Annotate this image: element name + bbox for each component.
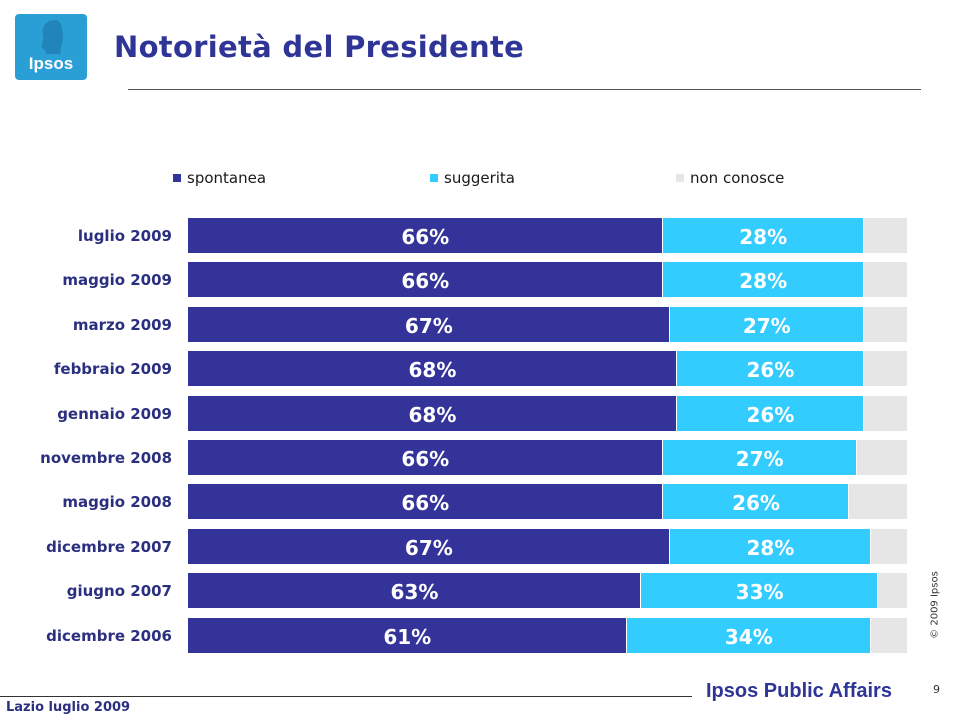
data-label-suggerita: 28% <box>746 535 795 560</box>
data-label-spontanea: 67% <box>404 313 453 338</box>
legend-label-suggerita: suggerita <box>444 169 516 187</box>
bar-segment-non-conosce <box>863 351 907 387</box>
bar-segment-suggerita <box>676 395 863 431</box>
bar-segment-non-conosce <box>849 484 907 520</box>
category-label: gennaio 2009 <box>57 404 172 423</box>
bar-segment-spontanea <box>188 351 676 387</box>
data-label-spontanea: 68% <box>408 358 457 383</box>
category-label: novembre 2008 <box>40 449 172 467</box>
data-label-spontanea: 66% <box>401 447 450 471</box>
bar-segment-suggerita <box>640 573 878 609</box>
footer-divider <box>0 696 692 697</box>
bar-segment-non-conosce <box>863 306 907 342</box>
bar-segment-suggerita <box>662 440 856 475</box>
bar-segment-suggerita <box>662 484 849 520</box>
data-label-spontanea: 68% <box>408 402 457 427</box>
data-label-suggerita: 26% <box>746 358 795 383</box>
data-label-suggerita: 27% <box>742 313 791 338</box>
data-label-spontanea: 66% <box>401 225 450 249</box>
category-label: dicembre 2006 <box>46 626 172 645</box>
data-label-suggerita: 28% <box>739 225 788 249</box>
legend-label-spontanea: spontanea <box>187 169 267 187</box>
bar-segment-spontanea <box>188 484 662 520</box>
bar-segment-spontanea <box>188 440 662 475</box>
legend-swatch-suggerita <box>430 174 438 182</box>
logo-face-icon <box>41 20 64 54</box>
category-label: maggio 2008 <box>62 493 172 512</box>
category-label: giugno 2007 <box>66 582 172 601</box>
bar-segment-non-conosce <box>878 573 907 609</box>
bar-segment-suggerita <box>669 306 863 342</box>
bar-segment-non-conosce <box>856 440 907 475</box>
copyright-note: © 2009 Ipsos <box>927 570 943 640</box>
bar-segment-spontanea <box>188 395 676 431</box>
copyright-text: © 2009 Ipsos <box>929 571 941 639</box>
data-label-spontanea: 63% <box>390 580 439 605</box>
bar-segment-non-conosce <box>863 218 907 253</box>
bar-segment-spontanea <box>188 573 640 609</box>
legend-item-non-conosce: non conosce <box>676 169 784 187</box>
data-label-suggerita: 27% <box>735 447 784 471</box>
bar-segment-spontanea <box>188 306 669 342</box>
data-label-suggerita: 33% <box>735 580 784 605</box>
bar-segment-suggerita <box>626 617 871 653</box>
title-divider <box>128 89 921 90</box>
bar-segment-spontanea <box>188 262 662 298</box>
category-label: luglio 2009 <box>77 227 172 245</box>
bar-segment-suggerita <box>669 528 871 564</box>
bar-segment-suggerita <box>676 351 863 387</box>
legend-swatch-non-conosce <box>676 174 684 182</box>
data-label-spontanea: 66% <box>401 269 450 294</box>
data-label-spontanea: 67% <box>404 535 453 560</box>
legend-item-suggerita: suggerita <box>430 169 515 187</box>
bar-segment-non-conosce <box>863 395 907 431</box>
category-label: febbraio 2009 <box>53 360 172 379</box>
category-label: marzo 2009 <box>72 315 172 334</box>
footer-survey-label: Lazio luglio 2009 <box>6 700 131 715</box>
data-label-spontanea: 66% <box>401 491 450 516</box>
ipsos-logo: Ipsos <box>15 14 87 80</box>
bar-segment-suggerita <box>662 262 863 298</box>
page-number: 9 <box>933 683 940 696</box>
bar-segment-spontanea <box>188 218 662 253</box>
data-label-suggerita: 26% <box>732 491 780 516</box>
data-label-suggerita: 28% <box>739 269 788 294</box>
bar-segment-spontanea <box>188 617 626 653</box>
legend-label-non-conosce: non conosce <box>690 169 785 187</box>
footer-brand: Ipsos Public Affairs <box>706 680 892 702</box>
legend-swatch-spontanea <box>173 174 181 182</box>
legend-item-spontanea: spontanea <box>173 169 266 187</box>
data-label-suggerita: 34% <box>724 624 773 649</box>
category-label: maggio 2009 <box>62 271 172 290</box>
bar-segment-non-conosce <box>871 528 907 564</box>
bar-segment-suggerita <box>662 218 863 253</box>
logo-wordmark: Ipsos <box>28 54 74 73</box>
category-label: dicembre 2007 <box>46 537 172 556</box>
data-label-spontanea: 61% <box>383 624 432 649</box>
bar-segment-spontanea <box>188 528 669 564</box>
bar-segment-non-conosce <box>871 617 907 653</box>
bar-segment-non-conosce <box>863 262 907 298</box>
data-label-suggerita: 26% <box>746 402 795 427</box>
page-title: Notorietà del Presidente <box>114 30 525 64</box>
chart-legend: spontanea suggerita non conosce <box>0 169 960 187</box>
